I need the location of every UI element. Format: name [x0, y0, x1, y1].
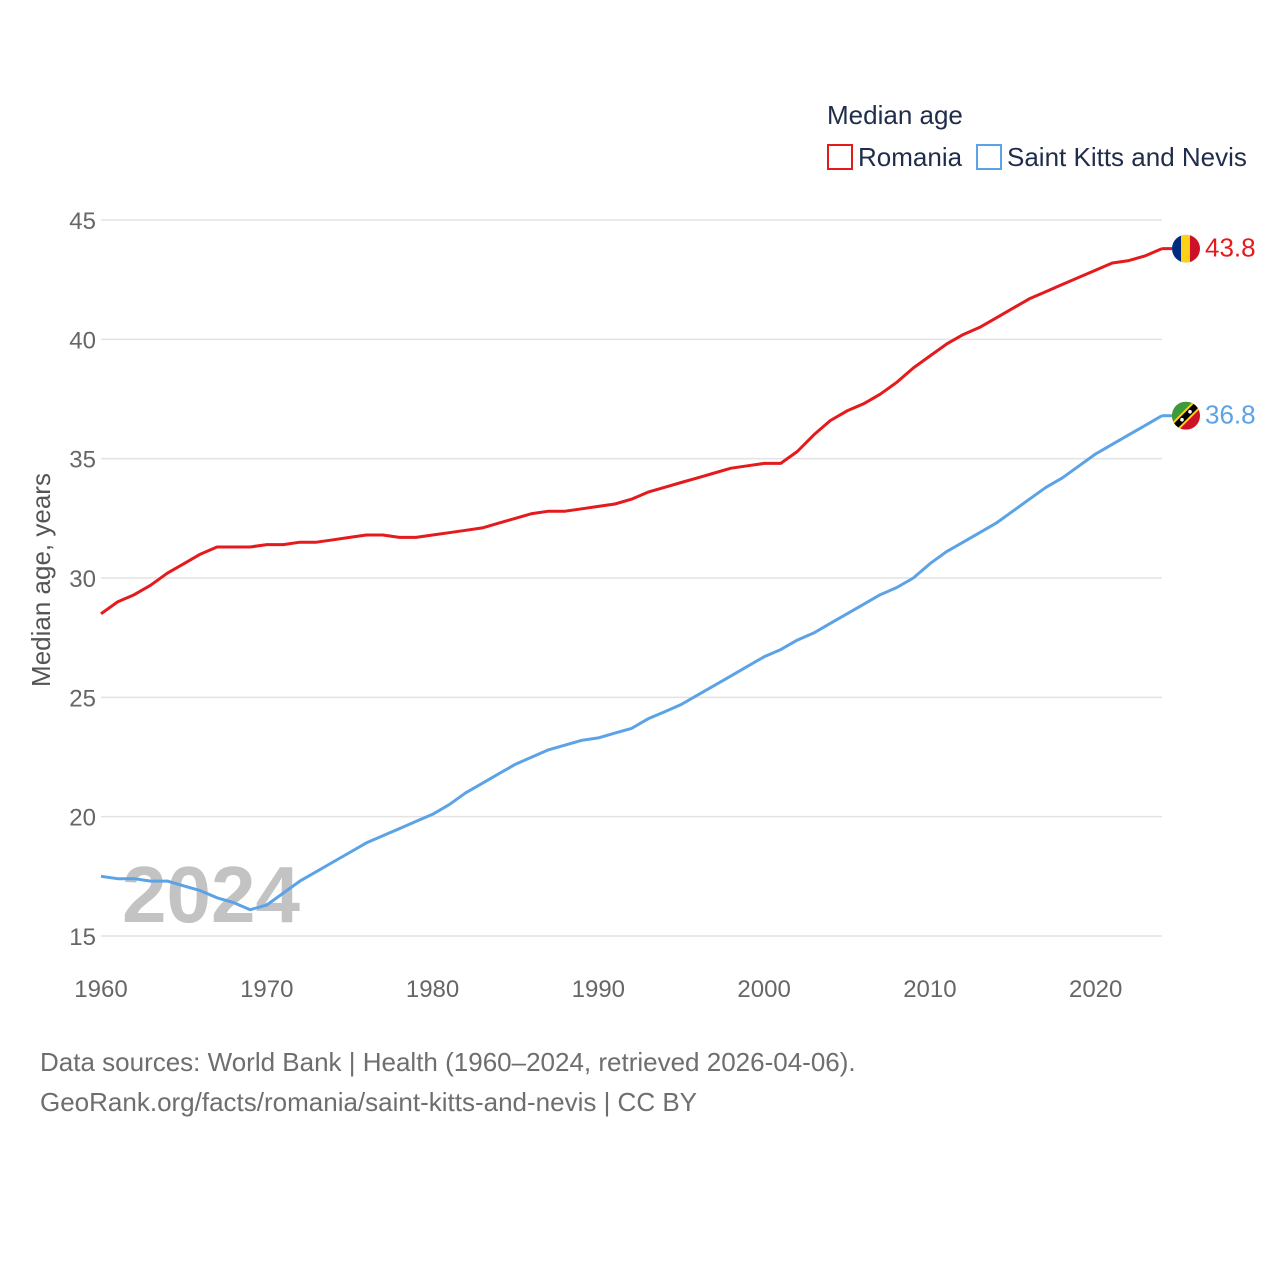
legend-label-romania[interactable]: Romania — [858, 142, 963, 172]
x-axis-ticks: 1960 1970 1980 1990 2000 2010 2020 — [74, 976, 1122, 1003]
series-line-saint-kitts-and-nevis[interactable] — [100, 414, 1163, 912]
x-tick-label: 2010 — [903, 976, 956, 1003]
series-end-value: 36.8 — [1205, 400, 1256, 430]
romania-flag-icon — [1172, 234, 1200, 263]
source-note: Data sources: World Bank | Health (1960–… — [40, 1042, 856, 1122]
x-tick-label: 1980 — [406, 976, 459, 1003]
source-line-2[interactable]: GeoRank.org/facts/romania/saint-kitts-an… — [40, 1087, 698, 1117]
legend-label-saint-kitts-and-nevis[interactable]: Saint Kitts and Nevis — [1007, 142, 1247, 172]
series-lines — [100, 247, 1163, 912]
x-tick-label: 1960 — [74, 976, 127, 1003]
x-tick-label: 2000 — [737, 976, 790, 1003]
y-tick-label: 40 — [69, 327, 96, 354]
saint-kitts-and-nevis-flag-icon — [1172, 401, 1200, 430]
y-tick-label: 25 — [69, 685, 96, 712]
series-end-labels: 43.8 36.8 — [1162, 233, 1256, 430]
y-tick-label: 15 — [69, 924, 96, 951]
legend-title: Median age — [827, 100, 963, 130]
x-tick-label: 2020 — [1069, 976, 1122, 1003]
y-tick-label: 30 — [69, 566, 96, 593]
legend: Median age Romania Saint Kitts and Nevis — [827, 100, 1247, 172]
y-tick-label: 35 — [69, 447, 96, 474]
y-axis-ticks: 15 20 25 30 35 40 45 — [69, 208, 96, 951]
y-axis-label: Median age, years — [26, 473, 56, 687]
series-line-romania[interactable] — [100, 247, 1163, 616]
x-tick-label: 1990 — [572, 976, 625, 1003]
series-end-value: 43.8 — [1205, 233, 1256, 263]
grid-lines — [101, 219, 1162, 937]
source-line-1: Data sources: World Bank | Health (1960–… — [40, 1047, 856, 1077]
x-tick-label: 1970 — [240, 976, 293, 1003]
y-tick-label: 20 — [69, 805, 96, 832]
legend-swatch-saint-kitts-and-nevis[interactable] — [976, 144, 1002, 170]
y-tick-label: 45 — [69, 208, 96, 235]
legend-swatch-romania[interactable] — [827, 144, 853, 170]
line-chart: 15 20 25 30 35 40 45 1960 1970 1980 1990 2000 2010 2… — [26, 100, 1256, 1003]
